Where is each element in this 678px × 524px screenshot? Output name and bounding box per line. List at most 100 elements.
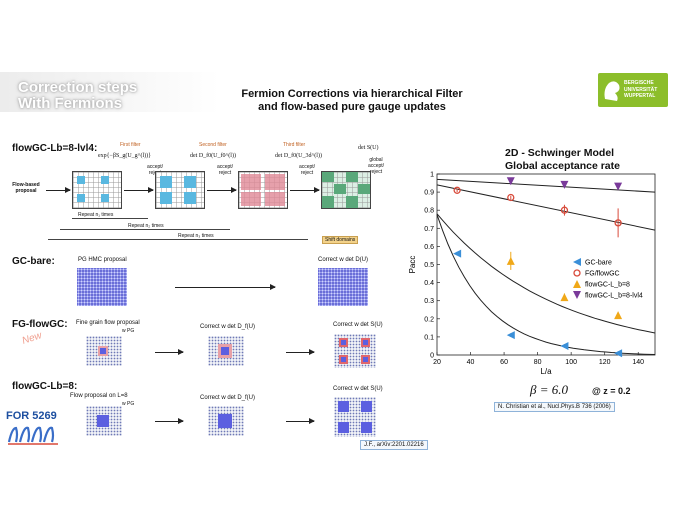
- y-tick-label-7: 0.7: [424, 226, 434, 233]
- point-s3-p2: [614, 182, 623, 191]
- x-tick-label-3: 80: [534, 359, 542, 366]
- arrow-filter1: [124, 187, 154, 193]
- arrow-proposal: [46, 187, 71, 193]
- point-s0-p3: [614, 349, 623, 358]
- section2-label: GC-bare:: [12, 256, 55, 267]
- point-s0-p2: [560, 341, 569, 350]
- lattice-lb8-start: [86, 406, 122, 436]
- legend-marker-3: [573, 291, 581, 299]
- lion-icon: [604, 81, 620, 101]
- logo-line2: UNIVERSITÄT: [624, 86, 658, 93]
- x-tick-label-5: 120: [599, 359, 611, 366]
- arrow-gc-bare: [175, 284, 276, 290]
- point-s1-p1: [507, 193, 515, 202]
- reference-left: J.F., arXiv:2201.02216: [360, 440, 428, 450]
- correct-det-s-2: Correct w det S(U): [333, 386, 383, 392]
- corner-title-line1: Correction steps: [18, 79, 138, 96]
- chart-title-line2: Global acceptance rate: [505, 160, 620, 172]
- legend-marker-1: [573, 269, 581, 277]
- global-accept-reject: global accept/ reject: [367, 157, 385, 175]
- correct-det-d: Correct w det D(U): [318, 257, 369, 263]
- plot-frame: [436, 173, 656, 356]
- y-tick-label-10: 1: [430, 172, 434, 179]
- lattice-fg-middle: [208, 336, 244, 366]
- reference-right: N. Christian et al., Nucl.Phys.B 736 (20…: [494, 402, 615, 412]
- accept-reject-3: accept/ reject: [298, 164, 316, 176]
- lattice-fg-end: [334, 334, 376, 368]
- point-s0-p1: [506, 331, 515, 340]
- slide-title-line1: Fermion Corrections via hierarchical Fil…: [241, 88, 463, 100]
- x-tick-label-4: 100: [565, 359, 577, 366]
- arrow-lb8-1: [155, 418, 184, 424]
- point-s2-p1: [560, 293, 569, 302]
- arrow-filter2: [207, 187, 237, 193]
- arrow-fg-2: [286, 349, 315, 355]
- corner-title: Correction steps With Fermions: [18, 80, 137, 112]
- legend-label-2: flowGC-L_b=8: [585, 282, 630, 289]
- third-filter-label: Third filter: [283, 142, 306, 148]
- y-tick-label-8: 0.8: [424, 208, 434, 215]
- chart-title-line1: 2D - Schwinger Model: [505, 147, 615, 159]
- filter-grid-4: [321, 171, 371, 209]
- shift-domains: Shift domains: [322, 236, 359, 244]
- formula-det2: det D_f0(U_3d^(l)): [275, 153, 322, 159]
- y-tick-label-1: 0.1: [424, 334, 434, 341]
- slide-title: Fermion Corrections via hierarchical Fil…: [232, 88, 472, 114]
- arrow-lb8-2: [286, 418, 315, 424]
- y-tick-label-2: 0.2: [424, 316, 434, 323]
- point-s3-p1: [560, 180, 569, 189]
- point-s3-p0: [506, 177, 515, 186]
- z-label: @ z = 0.2: [592, 386, 631, 396]
- lattice-gc-bare-end: [318, 268, 368, 306]
- legend-marker-2: [573, 280, 581, 288]
- flow-based-proposal: Flow-based proposal: [12, 182, 40, 194]
- y-tick-label-6: 0.6: [424, 244, 434, 251]
- w-pg-label: w PG: [122, 328, 135, 334]
- y-tick-label-9: 0.9: [424, 190, 434, 197]
- y-tick-label-4: 0.4: [424, 280, 434, 287]
- correct-det-df-2: Correct w det D_f(U): [200, 395, 256, 401]
- section3-label: FG-flowGC:: [12, 319, 68, 330]
- logo-line3: WUPPERTAL: [624, 93, 656, 99]
- y-tick-label-3: 0.3: [424, 298, 434, 305]
- repeat-n2: Repeat n₂ times: [128, 223, 164, 229]
- correct-det-s: Correct w det S(U): [333, 322, 383, 328]
- section1-label: flowGC-Lb=8-lvl4:: [12, 143, 98, 154]
- first-filter-label: First filter: [120, 142, 141, 148]
- point-s2-p2: [614, 311, 623, 320]
- correct-det-df: Correct w det D_f(U): [200, 324, 256, 330]
- lattice-lb8-middle: [208, 406, 244, 436]
- for5269-logo: FOR 5269: [6, 410, 60, 450]
- point-s0-p0: [453, 249, 462, 258]
- header-fade: [0, 72, 220, 112]
- slide-title-line2: and flow-based pure gauge updates: [258, 101, 446, 113]
- y-tick-label-5: 0.5: [424, 262, 434, 269]
- chart-title: 2D - Schwinger Model Global acceptance r…: [505, 147, 620, 173]
- legend-label-3: flowGC-L_b=8-lvl4: [585, 293, 643, 300]
- lattice-lb8-end: [334, 397, 376, 437]
- filter-grid-3: [238, 171, 288, 209]
- x-axis-label: L/a: [540, 367, 552, 376]
- x-tick-label-1: 40: [467, 359, 475, 366]
- filter-grid-2: [155, 171, 205, 209]
- y-axis-label: Pacc: [408, 256, 417, 274]
- lattice-fg-start: [86, 336, 122, 366]
- accept-reject-1: accept/ reject: [146, 164, 164, 176]
- university-logo: BERGISCHE UNIVERSITÄT WUPPERTAL: [598, 73, 668, 107]
- fit-curve-1: [436, 184, 656, 231]
- section4-label: flowGC-Lb=8:: [12, 381, 78, 392]
- point-s1-p3: [614, 219, 622, 227]
- arrow-fg-1: [155, 349, 184, 355]
- legend-marker-0: [573, 258, 581, 266]
- formula-det-s: det S(U): [358, 145, 379, 151]
- acceptance-chart: 20 40 60 80 100 120 140 0 0.1 0.2 0.3 0.4 0.5 0.6 0.7 0…: [408, 172, 656, 376]
- fine-grain-proposal: Fine grain flow proposal: [76, 320, 140, 326]
- accept-reject-2: accept/ reject: [216, 164, 234, 176]
- x-tick-label-0: 20: [433, 359, 441, 366]
- lattice-gc-bare-start: [77, 268, 127, 306]
- point-s1-p2: [560, 206, 569, 214]
- x-tick-label-6: 140: [632, 359, 644, 366]
- logo-line1: BERGISCHE: [624, 80, 654, 86]
- flow-proposal-l8: Flow proposal on L=8: [70, 393, 128, 399]
- arrow-filter3: [290, 187, 320, 193]
